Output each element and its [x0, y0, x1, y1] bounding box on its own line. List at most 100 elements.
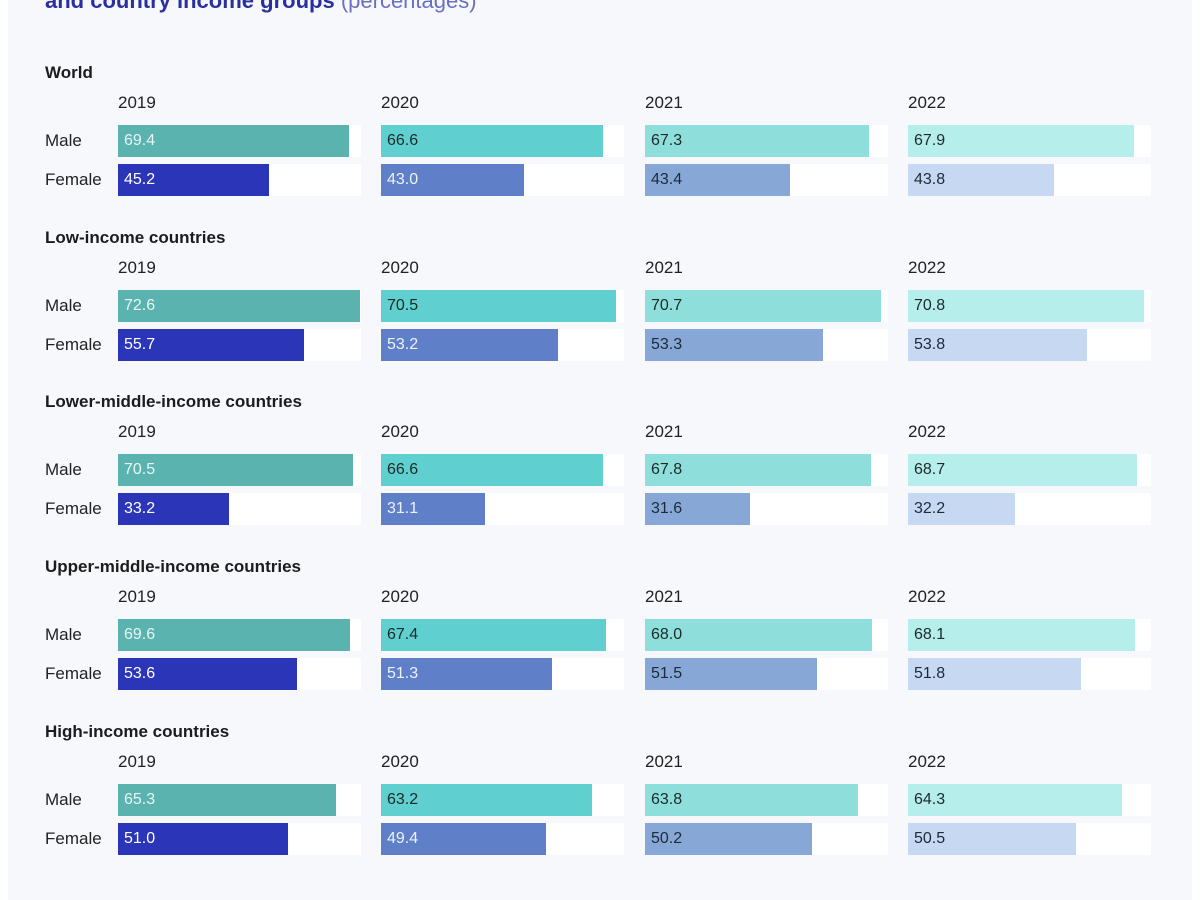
group-title: Upper-middle-income countries [45, 557, 301, 577]
year-label: 2020 [381, 751, 419, 771]
year-label: 2019 [118, 257, 156, 277]
bar-male-2019 [118, 619, 350, 652]
row-label-male: Male [45, 625, 82, 645]
bar-track: 65.3 [118, 783, 361, 816]
bar-track: 68.1 [908, 619, 1151, 652]
bar-track: 70.7 [645, 289, 888, 322]
year-label: 2021 [645, 422, 683, 442]
bar-track: 53.6 [118, 658, 361, 691]
bar-male-2020 [381, 783, 592, 816]
bar-male-2021 [645, 783, 858, 816]
year-label: 2019 [118, 422, 156, 442]
bar-track: 64.3 [908, 783, 1151, 816]
data-label: 51.8 [914, 665, 946, 683]
bar-male-2022 [908, 454, 1137, 487]
bar-track: 50.2 [645, 822, 888, 855]
data-label: 69.4 [124, 132, 156, 149]
bar-male-2022 [908, 289, 1144, 322]
row-label-male: Male [45, 295, 82, 315]
bar-male-2019 [118, 454, 353, 487]
bar-track: 53.2 [381, 328, 624, 361]
year-label: 2021 [645, 93, 683, 112]
data-label: 70.5 [387, 296, 419, 314]
bar-track: 45.2 [118, 164, 361, 196]
data-label: 68.7 [914, 461, 946, 479]
bar-female-2021 [645, 493, 751, 526]
data-label: 53.6 [124, 665, 156, 683]
year-label: 2021 [645, 751, 683, 771]
bar-female-2020 [381, 822, 546, 855]
bar-male-2019 [118, 289, 360, 322]
bar-track: 68.0 [645, 619, 888, 652]
data-label: 49.4 [387, 829, 419, 847]
chart-title: and country income groups (percentages) [45, 0, 477, 14]
bar-female-2020 [381, 328, 559, 361]
row-label-female: Female [45, 334, 102, 354]
row-label-female: Female [45, 828, 102, 848]
row-label-male: Male [45, 460, 82, 480]
bar-track: 70.5 [381, 289, 624, 322]
data-label: 50.2 [651, 829, 683, 847]
data-label: 63.8 [651, 790, 683, 808]
row-label-female: Female [45, 170, 102, 189]
bar-track: 66.6 [381, 125, 624, 157]
data-label: 67.3 [651, 132, 683, 149]
bar-track: 31.6 [645, 493, 888, 526]
bar-female-2022 [908, 164, 1054, 196]
bar-male-2020 [381, 289, 616, 322]
year-label: 2022 [908, 422, 946, 442]
bar-female-2022 [908, 658, 1081, 691]
data-label: 53.3 [651, 335, 683, 353]
bar-track: 70.5 [118, 454, 361, 487]
row-label-female: Female [45, 664, 102, 684]
bar-female-2020 [381, 493, 485, 526]
bar-track: 68.7 [908, 454, 1151, 487]
year-label: 2021 [645, 257, 683, 277]
bar-female-2020 [381, 658, 552, 691]
bar-female-2022 [908, 822, 1077, 855]
bar-male-2021 [645, 125, 870, 157]
data-label: 70.5 [124, 461, 156, 479]
bar-male-2021 [645, 289, 881, 322]
group-title: High-income countries [45, 721, 230, 741]
bar-male-2022 [908, 125, 1135, 157]
title-unit: (percentages) [340, 0, 477, 13]
bar-female-2019 [118, 822, 288, 855]
data-label: 67.9 [914, 132, 946, 149]
data-label: 67.8 [651, 461, 683, 479]
data-label: 51.0 [124, 829, 156, 847]
data-label: 50.5 [914, 829, 946, 847]
year-label: 2019 [118, 93, 156, 112]
year-label: 2022 [908, 257, 946, 277]
bar-female-2019 [118, 658, 297, 691]
bar-track: 43.0 [381, 164, 624, 196]
bar-male-2019 [118, 125, 350, 157]
data-label: 33.2 [124, 500, 156, 518]
year-label: 2021 [645, 587, 683, 607]
bar-track: 70.8 [908, 289, 1151, 322]
year-label: 2022 [908, 587, 946, 607]
data-label: 31.1 [387, 500, 419, 518]
bar-male-2019 [118, 783, 336, 816]
group-title: Lower-middle-income countries [45, 392, 302, 412]
bar-male-2022 [908, 619, 1135, 652]
data-label: 66.6 [387, 461, 419, 479]
bar-track: 49.4 [381, 822, 624, 855]
bar-female-2019 [118, 493, 229, 526]
data-label: 51.5 [651, 665, 683, 683]
year-label: 2020 [381, 587, 419, 607]
year-label: 2022 [908, 751, 946, 771]
data-label: 55.7 [124, 335, 156, 353]
bar-female-2021 [645, 658, 817, 691]
year-label: 2019 [118, 751, 156, 771]
bar-track: 67.9 [908, 125, 1151, 157]
bar-female-2021 [645, 164, 790, 196]
bar-track: 50.5 [908, 822, 1151, 855]
bar-male-2020 [381, 619, 606, 652]
bar-track: 51.8 [908, 658, 1151, 691]
bar-female-2021 [645, 328, 823, 361]
bar-track: 63.2 [381, 783, 624, 816]
data-label: 63.2 [387, 790, 419, 808]
data-label: 31.6 [651, 500, 683, 518]
year-label: 2022 [908, 93, 946, 112]
